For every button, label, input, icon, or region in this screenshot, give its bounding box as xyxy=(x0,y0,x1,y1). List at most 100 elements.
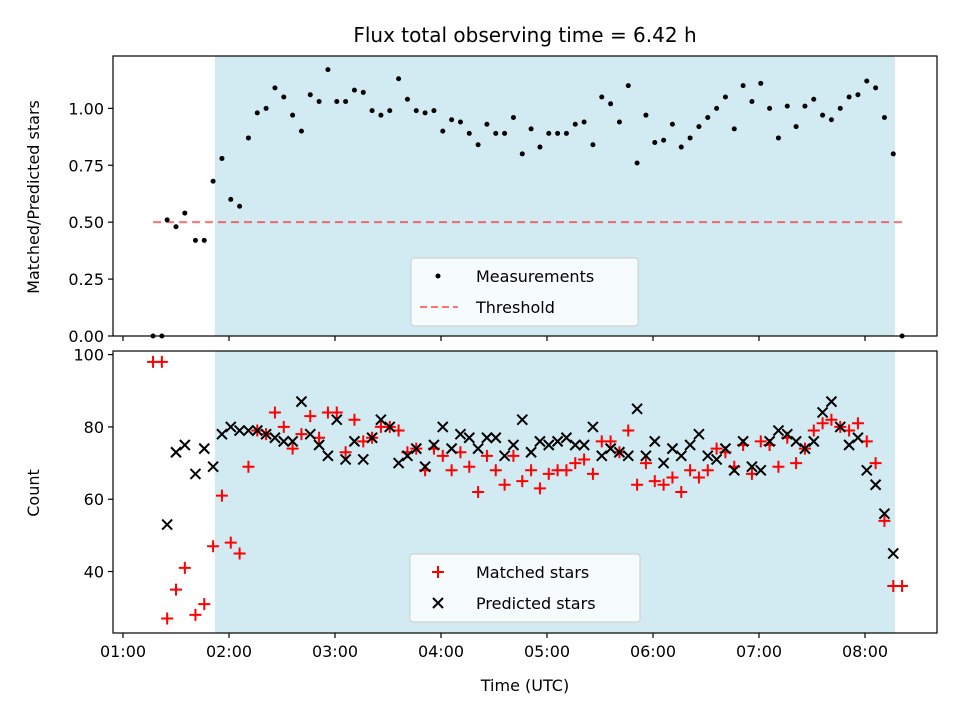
predicted-star-point xyxy=(543,439,555,451)
matched-star-point xyxy=(631,478,644,491)
legend-marker-matched xyxy=(432,566,444,578)
y-tick-label: 60 xyxy=(84,490,104,509)
predicted-star-point xyxy=(799,442,811,455)
x-tick-label: 02:00 xyxy=(206,642,252,661)
measurement-point xyxy=(546,130,552,136)
predicted-star-point xyxy=(878,507,891,520)
matched-star-point xyxy=(304,410,317,423)
predicted-star-point xyxy=(179,439,191,451)
measurement-point xyxy=(820,112,826,118)
chart-title: Flux total observing time = 6.42 h xyxy=(353,23,696,47)
axes-frame xyxy=(112,350,938,634)
y-tick-label: 0.00 xyxy=(68,327,104,346)
matched-star-point xyxy=(639,457,652,470)
matched-star-point xyxy=(189,608,202,621)
predicted-star-point xyxy=(295,395,308,408)
measurement-point xyxy=(537,144,543,150)
predicted-star-point xyxy=(596,450,608,462)
measurement-point xyxy=(590,142,596,148)
predicted-star-point xyxy=(772,424,785,437)
matched-star-point xyxy=(277,420,290,433)
matched-star-point xyxy=(896,580,909,592)
predicted-star-point xyxy=(649,435,661,448)
measurement-point xyxy=(466,130,472,136)
predicted-star-point xyxy=(834,421,846,433)
predicted-star-point xyxy=(357,453,369,466)
measurement-point xyxy=(201,237,207,243)
matched-star-point xyxy=(507,449,520,462)
matched-star-point xyxy=(816,417,829,430)
matched-star-point xyxy=(295,428,308,441)
measurement-point xyxy=(793,124,799,130)
predicted-star-point xyxy=(251,424,263,437)
measurement-point xyxy=(696,124,702,130)
measurement-point xyxy=(343,99,349,105)
predicted-star-point xyxy=(437,421,449,433)
matched-star-point xyxy=(207,540,220,553)
measurement-point xyxy=(351,87,357,93)
predicted-star-point xyxy=(887,547,899,560)
measurement-point xyxy=(316,99,322,105)
measurement-point xyxy=(555,130,561,136)
measurement-point xyxy=(493,130,499,136)
predicted-star-point xyxy=(304,428,316,440)
measurement-point xyxy=(219,155,225,161)
predicted-star-point xyxy=(861,464,873,477)
predicted-star-point xyxy=(472,442,484,455)
predicted-star-point xyxy=(322,450,334,462)
measurement-point xyxy=(784,103,790,109)
measurement-point xyxy=(510,114,516,120)
predicted-star-point xyxy=(419,460,431,473)
matched-star-point xyxy=(675,486,688,498)
predicted-star-point xyxy=(808,435,820,448)
predicted-star-point xyxy=(657,457,670,469)
predicted-star-point xyxy=(384,421,396,433)
measurement-point xyxy=(263,105,269,111)
measurement-point xyxy=(608,101,614,107)
predicted-star-point xyxy=(825,395,838,408)
matched-star-point xyxy=(436,449,449,462)
matched-star-point xyxy=(178,561,191,574)
matched-star-point xyxy=(198,598,211,611)
predicted-star-point xyxy=(551,435,564,448)
bottom-x-axis-ticks: 01:00 02:00 03:00 04:00 05:00 06:00 07:00 08:00 xyxy=(100,633,888,661)
predicted-star-point xyxy=(852,432,864,444)
matched-star-point xyxy=(525,464,538,477)
measurement-point xyxy=(298,128,304,134)
predicted-star-point xyxy=(702,450,714,462)
predicted-star-point xyxy=(675,450,687,462)
predicted-star-point xyxy=(560,432,573,444)
measurement-point xyxy=(864,78,870,84)
matched-star-point xyxy=(170,583,182,596)
predicted-star-point xyxy=(198,442,210,455)
bottom-plot-frame xyxy=(112,350,938,634)
matched-star-point xyxy=(657,478,670,491)
matched-star-point xyxy=(155,355,168,368)
measurement-point xyxy=(811,96,817,102)
measurement-point xyxy=(828,117,834,123)
x-tick-label: 04:00 xyxy=(418,642,464,661)
measurement-point xyxy=(616,119,622,125)
predicted-star-point xyxy=(225,421,237,433)
matched-star-point xyxy=(710,442,723,455)
x-tick-label: 08:00 xyxy=(842,642,888,661)
top-x-axis-ticks xyxy=(122,336,866,341)
bottom-legend-box xyxy=(409,553,641,623)
predicted-star-point xyxy=(339,453,352,466)
measurement-point xyxy=(890,151,896,157)
predicted-star-point xyxy=(428,439,440,451)
measurement-point xyxy=(281,94,287,100)
predicted-star-point xyxy=(640,450,652,462)
predicted-star-point xyxy=(348,435,361,448)
measurement-point xyxy=(528,126,534,132)
bottom-y-axis-label: Count xyxy=(24,469,43,517)
measurement-point xyxy=(334,99,340,105)
predicted-star-point xyxy=(728,464,740,477)
top-y-axis-ticks: 0.00 0.25 0.50 0.75 1.00 xyxy=(68,99,113,346)
x-tick-label: 01:00 xyxy=(100,642,146,661)
matched-star-point xyxy=(268,406,281,419)
predicted-star-point xyxy=(401,450,414,462)
predicted-star-point xyxy=(869,479,882,491)
measurement-point xyxy=(714,105,720,111)
bottom-x-axis-label: Time (UTC) xyxy=(480,676,569,695)
